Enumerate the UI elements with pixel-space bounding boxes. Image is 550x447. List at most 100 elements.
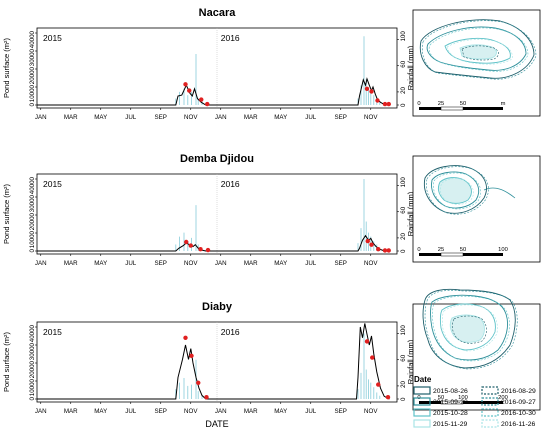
pond-map-inset: 0 25 50 100 xyxy=(412,155,541,263)
x-tick-label: MAR xyxy=(244,408,258,415)
x-tick-label: MAY xyxy=(94,408,107,415)
observed-point xyxy=(365,238,370,244)
x-axis-label: DATE xyxy=(205,419,228,429)
observed-point xyxy=(382,101,388,107)
legend-entry-label: 2015-09-20 xyxy=(433,399,468,406)
x-tick-label: NOV xyxy=(364,114,378,121)
site-title: Diaby xyxy=(202,301,233,313)
observed-point xyxy=(198,247,203,252)
x-tick-label: SEP xyxy=(335,260,347,267)
scale-bar-label: 200 xyxy=(498,395,508,401)
pond-map-inset: 0 50 100 200 xyxy=(412,288,541,411)
legend-swatch xyxy=(413,397,431,406)
y-tick-label: 0 xyxy=(29,102,36,106)
observed-point xyxy=(183,335,188,340)
observed-point xyxy=(364,86,370,92)
observed-point xyxy=(376,382,381,387)
pond-outline-dashed xyxy=(442,304,498,352)
scale-bar-segment xyxy=(440,252,464,257)
pond-surface-line xyxy=(37,234,390,252)
scale-bar-segment xyxy=(463,401,503,404)
observed-point xyxy=(386,248,391,253)
pond-outline-dashed xyxy=(440,178,474,205)
y-axis-label-left: Pond surface (m²) xyxy=(2,37,11,98)
scale-bar-label: 50 xyxy=(438,395,444,401)
x-tick-label: NOV xyxy=(184,114,198,121)
x-tick-label: JAN xyxy=(35,260,47,267)
y-tick-label-right: 100 xyxy=(400,325,407,336)
observed-point xyxy=(386,101,391,107)
scale-bar-label: 50 xyxy=(460,101,466,107)
y-tick-label-right: 100 xyxy=(400,31,407,42)
y-tick-label: 40000 xyxy=(29,30,36,48)
pond-outline xyxy=(430,294,509,361)
y-tick-label-right: 0 xyxy=(400,397,407,401)
y-tick-label-right: 0 xyxy=(400,249,407,253)
map-frame xyxy=(412,303,541,411)
scale-bar-segment xyxy=(440,106,464,111)
x-tick-label: MAR xyxy=(64,408,78,415)
observed-point xyxy=(376,247,381,252)
pond-outline xyxy=(431,171,480,209)
legend-title: Date xyxy=(414,375,432,384)
pond-outline-dashed xyxy=(424,290,518,370)
observed-point xyxy=(189,353,194,358)
x-tick-label: MAR xyxy=(244,260,258,267)
legend-swatch xyxy=(481,386,499,395)
x-tick-label: JAN xyxy=(215,114,227,121)
scale-bar-label: 0 xyxy=(417,247,420,253)
legend-entry-label: 2016-10-30 xyxy=(501,410,536,417)
observed-point xyxy=(183,82,188,87)
y-axis-label-left: Pond surface (m²) xyxy=(2,183,11,244)
y-tick-label-right: 20 xyxy=(400,380,407,387)
observed-point xyxy=(369,89,374,94)
pond-surface-line xyxy=(37,77,390,106)
scale-bar-segment xyxy=(419,107,441,110)
observed-point xyxy=(375,98,380,103)
x-tick-label: MAY xyxy=(274,114,287,121)
x-tick-label: MAR xyxy=(64,114,78,121)
pond-outline xyxy=(423,165,487,214)
y-tick-label: 30000 xyxy=(29,48,36,66)
pond-map-inset: 0 25 50 m xyxy=(412,9,541,117)
y-tick-label: 20000 xyxy=(29,212,36,230)
observed-point xyxy=(364,339,370,344)
legend-entry-label: 2016-09-27 xyxy=(501,399,536,406)
y-tick-label: 10000 xyxy=(29,378,36,396)
pond-outline-dashed xyxy=(432,295,510,362)
site-title: Nacara xyxy=(199,7,237,19)
x-tick-label: NOV xyxy=(184,408,198,415)
x-tick-label: JUL xyxy=(305,260,317,267)
y-tick-label: 0 xyxy=(29,396,36,400)
x-tick-label: JUL xyxy=(305,408,317,415)
observed-point xyxy=(196,380,201,385)
y-tick-label-right: 20 xyxy=(400,86,407,93)
scale-bar-label: 100 xyxy=(498,247,508,253)
y-axis-label-right: Rainfall (mm) xyxy=(406,191,415,236)
x-tick-label: SEP xyxy=(155,114,167,121)
pond-outline xyxy=(422,288,516,369)
pond-outline xyxy=(444,37,511,64)
observed-point xyxy=(205,247,211,253)
scale-bar-label: 100 xyxy=(458,395,468,401)
scale-bar-segment xyxy=(463,107,503,110)
pond-surface-line xyxy=(37,323,390,400)
year-label: 2015 xyxy=(43,179,62,189)
legend-swatch xyxy=(413,419,431,428)
pond-outline-dashed xyxy=(422,20,537,80)
year-label: 2016 xyxy=(221,327,240,337)
pond-outline-dashed xyxy=(426,166,489,215)
y-tick-label-right: 60 xyxy=(400,60,407,67)
observed-point xyxy=(370,355,375,360)
x-tick-label: JUL xyxy=(125,408,137,415)
x-tick-label: JAN xyxy=(215,260,227,267)
pond-outline-dashed xyxy=(446,39,513,65)
y-tick-label: 40000 xyxy=(29,176,36,194)
pond-outline xyxy=(439,303,496,351)
x-tick-label: NOV xyxy=(364,408,378,415)
observed-point xyxy=(188,243,193,248)
y-axis-label-right: Rainfall (mm) xyxy=(406,45,415,90)
